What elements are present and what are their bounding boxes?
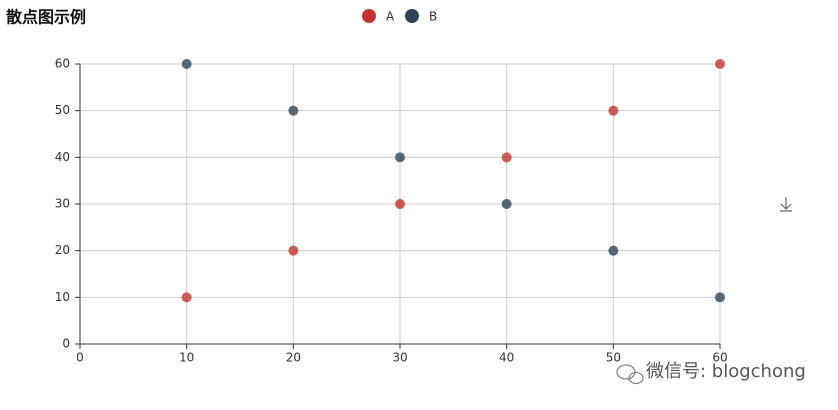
y-tick-label: 0 — [62, 337, 70, 351]
y-tick-label: 40 — [55, 150, 70, 164]
chart-title: 散点图示例 — [6, 8, 86, 27]
y-tick-label: 50 — [55, 103, 70, 117]
legend-marker — [362, 9, 376, 23]
watermark: 微信号: blogchong — [646, 361, 806, 382]
legend-marker — [405, 9, 419, 23]
x-tick-label: 20 — [286, 351, 301, 365]
legend-label: A — [386, 10, 395, 24]
y-tick-label: 20 — [55, 243, 70, 257]
legend-label: B — [429, 10, 437, 24]
point — [715, 292, 725, 303]
y-tick-label: 10 — [55, 290, 70, 304]
point — [715, 59, 725, 69]
watermark-bubble — [616, 364, 636, 380]
point — [501, 152, 512, 163]
point — [181, 59, 192, 69]
point — [288, 245, 299, 256]
point — [181, 292, 192, 303]
download-icon[interactable] — [780, 197, 792, 212]
x-tick-label: 40 — [499, 351, 514, 365]
x-tick-label: 10 — [179, 351, 194, 365]
x-tick-label: 60 — [712, 351, 727, 365]
watermark-icon — [616, 364, 644, 385]
watermark-bubble — [628, 371, 644, 385]
point — [501, 199, 512, 209]
point — [395, 152, 405, 163]
y-tick-label: 60 — [55, 57, 70, 71]
x-tick-label: 0 — [76, 351, 84, 365]
y-tick-label: 30 — [55, 197, 70, 211]
point — [608, 245, 619, 256]
x-tick-label: 30 — [392, 351, 407, 365]
point — [608, 105, 619, 116]
point — [395, 199, 405, 209]
download-glyph[interactable] — [780, 197, 792, 212]
x-tick-label: 50 — [606, 351, 621, 365]
point — [288, 105, 299, 116]
